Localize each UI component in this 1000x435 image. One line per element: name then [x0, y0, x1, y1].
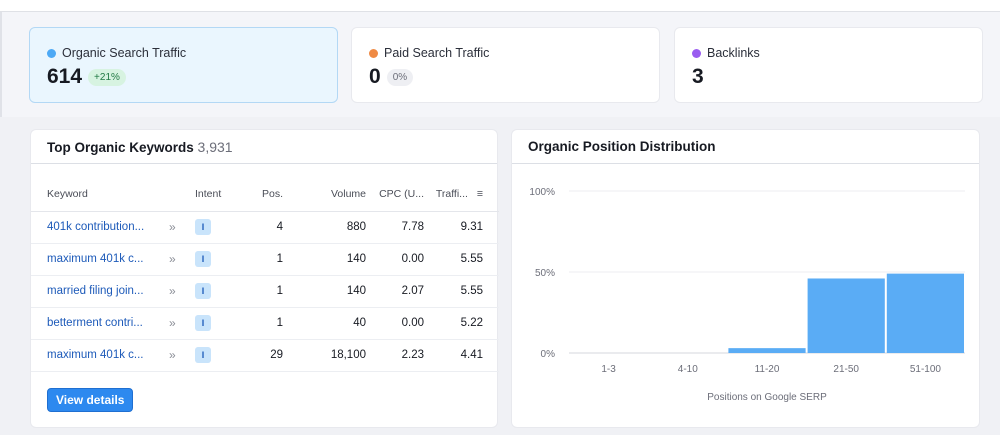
card-label: Paid Search Traffic	[384, 46, 490, 60]
bar-21-50	[807, 278, 885, 353]
y-tick-label: 100%	[529, 187, 555, 198]
card-value: 0	[369, 65, 381, 88]
keyword-link[interactable]: married filing join...	[47, 285, 144, 297]
table-row: 401k contribution... » I 4 880 7.78 9.31	[31, 211, 499, 244]
col-volume[interactable]: Volume	[283, 178, 366, 212]
table-row: maximum 401k c... » I 29 18,100 2.23 4.4…	[31, 339, 499, 372]
organic-dot-icon	[47, 48, 56, 58]
volume-cell: 140	[283, 243, 366, 276]
browser-bar	[0, 0, 1000, 12]
panel-title: Top Organic Keywords	[47, 140, 194, 155]
traffic-cell: 5.22	[428, 307, 499, 340]
pos-cell: 1	[245, 307, 283, 340]
cpc-cell: 7.78	[366, 211, 428, 244]
intent-badge: I	[195, 283, 211, 299]
keywords-table: Keyword Intent Pos. Volume CPC (U... Tra…	[31, 178, 499, 372]
intent-badge: I	[195, 347, 211, 363]
bar-51-100	[886, 273, 964, 353]
bar-11-20	[728, 348, 806, 353]
pos-cell: 29	[245, 339, 283, 372]
card-value: 3	[692, 65, 704, 88]
volume-cell: 40	[283, 307, 366, 340]
intent-badge: I	[195, 315, 211, 331]
volume-cell: 140	[283, 275, 366, 308]
pos-cell: 1	[245, 243, 283, 276]
top-keywords-panel: Top Organic Keywords 3,931 Keyword Inten…	[30, 129, 499, 428]
traffic-cell: 9.31	[428, 211, 499, 244]
x-tick-label: 11-20	[755, 364, 780, 375]
table-row: betterment contri... » I 1 40 0.00 5.22	[31, 307, 499, 340]
traffic-cell: 5.55	[428, 243, 499, 276]
cpc-cell: 2.07	[366, 275, 428, 308]
cpc-cell: 0.00	[366, 243, 428, 276]
keyword-count: 3,931	[197, 139, 233, 155]
card-value: 614	[47, 65, 83, 88]
position-distribution-panel: Organic Position Distribution 0% 50% 100% 1…	[511, 129, 980, 428]
view-details-button[interactable]: View details	[47, 388, 134, 412]
x-tick-label: 21-50	[833, 364, 859, 375]
change-badge: 0%	[386, 68, 414, 86]
chevrons-right-icon[interactable]: »	[169, 348, 176, 362]
keyword-link[interactable]: betterment contri...	[47, 317, 143, 329]
x-tick-label: 51-100	[910, 364, 942, 375]
table-row: maximum 401k c... » I 1 140 0.00 5.55	[31, 243, 499, 276]
col-traffic-label: Traffi...	[435, 188, 468, 201]
keyword-link[interactable]: maximum 401k c...	[47, 253, 144, 265]
panel-title: Organic Position Distribution	[528, 139, 716, 154]
y-tick-label: 0%	[541, 349, 556, 360]
x-tick-label: 1-3	[601, 364, 616, 375]
keyword-link[interactable]: maximum 401k c...	[47, 349, 144, 361]
col-intent[interactable]: Intent	[185, 178, 245, 212]
chevrons-right-icon[interactable]: »	[169, 284, 176, 298]
x-axis-label: Positions on Google SERP	[707, 392, 827, 403]
intent-badge: I	[195, 251, 211, 267]
pos-cell: 1	[245, 275, 283, 308]
distribution-chart: 0% 50% 100% 1-3 4-10 11-20 21-50 51-100 Position…	[529, 187, 965, 403]
paid-dot-icon	[369, 48, 378, 58]
chevrons-right-icon[interactable]: »	[169, 316, 176, 330]
volume-cell: 18,100	[283, 339, 366, 372]
backlinks-dot-icon	[692, 48, 701, 58]
cpc-cell: 0.00	[366, 307, 428, 340]
cpc-cell: 2.23	[366, 339, 428, 372]
col-keyword[interactable]: Keyword	[31, 178, 169, 212]
col-pos[interactable]: Pos.	[245, 178, 283, 212]
chevrons-right-icon[interactable]: »	[169, 220, 176, 234]
intent-badge: I	[195, 219, 211, 235]
table-row: married filing join... » I 1 140 2.07 5.…	[31, 275, 499, 308]
card-backlinks[interactable]: Backlinks 3	[674, 27, 983, 103]
traffic-cell: 5.55	[428, 275, 499, 308]
card-organic-traffic[interactable]: Organic Search Traffic 614 +21%	[29, 27, 338, 103]
chevrons-right-icon[interactable]: »	[169, 252, 176, 266]
volume-cell: 880	[283, 211, 366, 244]
card-paid-traffic[interactable]: Paid Search Traffic 0 0%	[351, 27, 660, 103]
sort-icon[interactable]: ≡	[476, 188, 483, 201]
keyword-link[interactable]: 401k contribution...	[47, 221, 145, 233]
card-label: Backlinks	[707, 46, 760, 60]
change-badge: +21%	[88, 68, 126, 86]
traffic-cell: 4.41	[428, 339, 499, 372]
col-traffic[interactable]: Traffi... ≡	[428, 178, 499, 212]
y-tick-label: 50%	[535, 268, 555, 279]
card-label: Organic Search Traffic	[62, 46, 187, 60]
pos-cell: 4	[245, 211, 283, 244]
col-cpc[interactable]: CPC (U...	[366, 178, 428, 212]
x-tick-label: 4-10	[678, 364, 698, 375]
